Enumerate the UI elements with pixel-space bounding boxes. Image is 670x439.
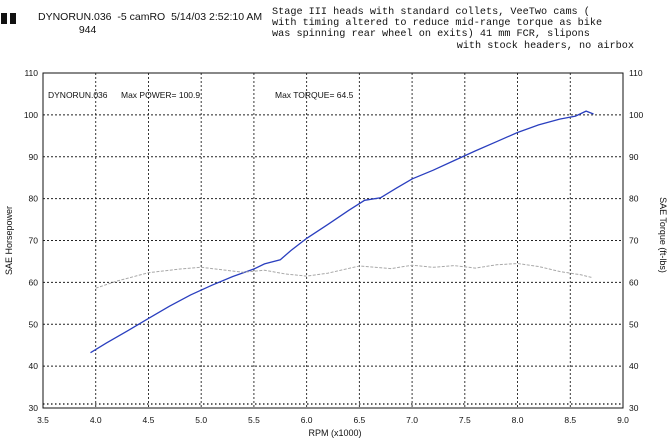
x-tick-label: 4.0 bbox=[90, 415, 102, 425]
y-tick-label-right: 50 bbox=[629, 319, 639, 329]
header-marker-left bbox=[1, 13, 7, 24]
run-id: 944 bbox=[78, 24, 97, 36]
run-file: DYNORUN.036 bbox=[38, 11, 112, 23]
y-tick-label-left: 50 bbox=[29, 319, 39, 329]
y-axis-label-right: SAE Torque (ft-lbs) bbox=[658, 197, 668, 273]
run-notes: Stage III heads with standard collets, V… bbox=[272, 7, 662, 52]
header-marker-right bbox=[10, 13, 16, 24]
y-tick-label-right: 100 bbox=[629, 110, 643, 120]
max-torque-annotation: Max TORQUE= 64.5 bbox=[275, 90, 354, 100]
power-curve bbox=[90, 110, 594, 354]
y-tick-label-left: 60 bbox=[29, 277, 39, 287]
y-tick-label-right: 60 bbox=[629, 277, 639, 287]
run-time: 2:52:10 AM bbox=[209, 11, 263, 23]
y-tick-label-left: 110 bbox=[24, 68, 38, 78]
y-tick-label-left: 40 bbox=[29, 361, 39, 371]
y-tick-label-right: 90 bbox=[629, 152, 639, 162]
x-tick-label: 8.0 bbox=[512, 415, 524, 425]
y-tick-label-right: 30 bbox=[629, 403, 639, 413]
series-lines bbox=[90, 110, 594, 354]
y-tick-label-left: 30 bbox=[29, 403, 39, 413]
y-tick-label-left: 80 bbox=[29, 194, 39, 204]
torque-curve bbox=[95, 262, 592, 289]
max-power-annotation: Max POWER= 100.9 bbox=[121, 90, 200, 100]
run-note-line: Stage III heads with standard collets, V… bbox=[272, 7, 590, 18]
x-tick-label: 5.0 bbox=[195, 415, 207, 425]
x-tick-label: 8.5 bbox=[564, 415, 576, 425]
run-info: DYNORUN.036 -5 camRO 5/14/03 2:52:10 AM … bbox=[38, 11, 262, 37]
plot-frame bbox=[42, 72, 624, 409]
y-tick-label-left: 100 bbox=[24, 110, 38, 120]
x-tick-label: 7.0 bbox=[406, 415, 418, 425]
y-tick-label-right: 110 bbox=[629, 68, 643, 78]
y-axis-label-left: SAE Horsepower bbox=[4, 206, 14, 275]
run-annotation: DYNORUN.036 bbox=[48, 90, 108, 100]
chart-grid bbox=[43, 73, 623, 408]
x-tick-label: 3.5 bbox=[37, 415, 49, 425]
x-tick-label: 5.5 bbox=[248, 415, 260, 425]
y-tick-label-left: 70 bbox=[29, 236, 39, 246]
x-tick-label: 7.5 bbox=[459, 415, 471, 425]
run-note-line: with timing altered to reduce mid-range … bbox=[272, 18, 603, 30]
run-date: 5/14/03 bbox=[171, 11, 207, 23]
run-note-line: was spinning rear wheel on exits) 41 mm … bbox=[272, 29, 590, 41]
y-tick-label-right: 80 bbox=[629, 194, 639, 204]
run-note-line: with stock headers, no airbox bbox=[456, 40, 634, 52]
x-tick-label: 4.5 bbox=[143, 415, 155, 425]
y-tick-label-right: 40 bbox=[629, 361, 639, 371]
axis-ticks: 3.5 4.0 4.5 5.0 5.5 6.0 6.5 7.0 7.5 8.0 8.5 9.030 30… bbox=[24, 68, 644, 425]
x-tick-label: 6.0 bbox=[301, 415, 313, 425]
x-tick-label: 9.0 bbox=[617, 415, 629, 425]
x-tick-label: 6.5 bbox=[353, 415, 365, 425]
y-tick-label-left: 90 bbox=[29, 152, 39, 162]
x-axis-label: RPM (x1000) bbox=[308, 428, 361, 438]
run-tag: -5 camRO bbox=[117, 11, 166, 23]
y-tick-label-right: 70 bbox=[629, 236, 639, 246]
